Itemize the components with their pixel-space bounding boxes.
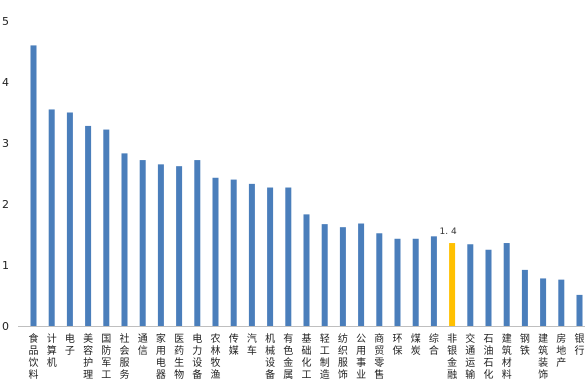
x-tick-label: 农林牧渔 <box>211 332 221 381</box>
x-tick-label: 钢铁 <box>520 332 530 357</box>
x-tick-label: 家用电器 <box>156 332 166 381</box>
x-tick-label: 传媒 <box>229 333 239 357</box>
bar-12 <box>248 183 255 326</box>
y-tick-label: 3 <box>2 137 9 150</box>
x-tick-label: 电子 <box>65 332 75 357</box>
bar-29 <box>558 279 565 326</box>
x-tick-label: 石油石化 <box>484 334 494 381</box>
bar-19 <box>376 233 383 326</box>
x-tick-label: 医药生物 <box>174 333 184 381</box>
x-tick-label: 电力设备 <box>192 332 202 381</box>
data-label: 1. 4 <box>440 227 457 237</box>
bar-21 <box>412 238 419 326</box>
bar-1 <box>48 109 55 326</box>
bar-5 <box>121 153 128 326</box>
x-tick-label: 社会服务 <box>120 332 130 381</box>
x-tick-label: 煤炭 <box>411 332 421 357</box>
x-tick-label: 通信 <box>138 333 148 357</box>
x-tick-label: 美容护理 <box>83 332 93 381</box>
x-tick-label: 交通运输 <box>465 332 475 381</box>
x-tick-label: 建筑材料 <box>502 332 512 381</box>
x-tick-label: 基础化工 <box>302 332 312 381</box>
x-tick-label: 综合 <box>429 332 439 357</box>
bar-26 <box>503 243 510 326</box>
bar-13 <box>267 187 274 326</box>
x-tick-label: 机械设备 <box>265 332 275 381</box>
x-tick-label: 国防军工 <box>101 333 111 381</box>
y-tick-label: 5 <box>2 15 9 28</box>
bar-30 <box>576 294 583 326</box>
bar-8 <box>176 166 183 326</box>
x-tick-label: 环保 <box>393 334 403 357</box>
bar-16 <box>321 224 328 326</box>
x-tick-label: 计算机 <box>47 332 57 369</box>
bar-4 <box>103 129 110 326</box>
x-tick-label: 银行 <box>575 332 585 357</box>
bar-15 <box>303 214 310 326</box>
bar-0 <box>30 45 37 327</box>
bar-2 <box>66 112 73 326</box>
bar-11 <box>230 179 237 326</box>
bar-27 <box>521 269 528 326</box>
x-tick-label: 非银金融 <box>447 333 457 381</box>
bar-25 <box>485 249 492 326</box>
data-labels: 1. 4 <box>440 227 457 237</box>
x-tick-label: 公用事业 <box>356 334 366 381</box>
bar-18 <box>358 223 365 326</box>
x-tick-label: 商贸零售 <box>374 332 384 381</box>
y-tick-label: 4 <box>2 76 9 89</box>
bar-9 <box>194 160 201 326</box>
y-tick-label: 2 <box>2 198 9 211</box>
bar-22 <box>430 236 437 326</box>
bar-14 <box>285 187 292 326</box>
y-tick-label: 1 <box>2 259 9 272</box>
bars <box>30 45 583 327</box>
x-tick-label: 建筑装饰 <box>538 332 548 381</box>
x-tick-label: 轻工制造 <box>320 332 330 381</box>
y-axis: 0 1 2 3 4 5 <box>2 15 585 333</box>
x-tick-label: 纺织服饰 <box>338 332 348 381</box>
bar-10 <box>212 177 219 326</box>
bar-6 <box>139 160 146 326</box>
x-tick-label: 汽车 <box>247 332 257 357</box>
bar-7 <box>157 164 164 326</box>
bar-3 <box>85 125 92 326</box>
x-tick-label: 食品饮料 <box>29 332 39 381</box>
y-tick-label: 0 <box>2 320 9 333</box>
x-tick-label: 有色金属 <box>283 332 293 381</box>
bar-24 <box>467 244 474 326</box>
bar-20 <box>394 238 401 326</box>
bar-23 <box>449 243 456 326</box>
x-tick-label: 房地产 <box>556 332 566 369</box>
bar-17 <box>339 227 346 326</box>
x-axis-labels: 食品饮料计算机电子美容护理国防军工社会服务通信家用电器医药生物电力设备农林牧渔传… <box>29 332 585 381</box>
bar-28 <box>540 278 547 326</box>
